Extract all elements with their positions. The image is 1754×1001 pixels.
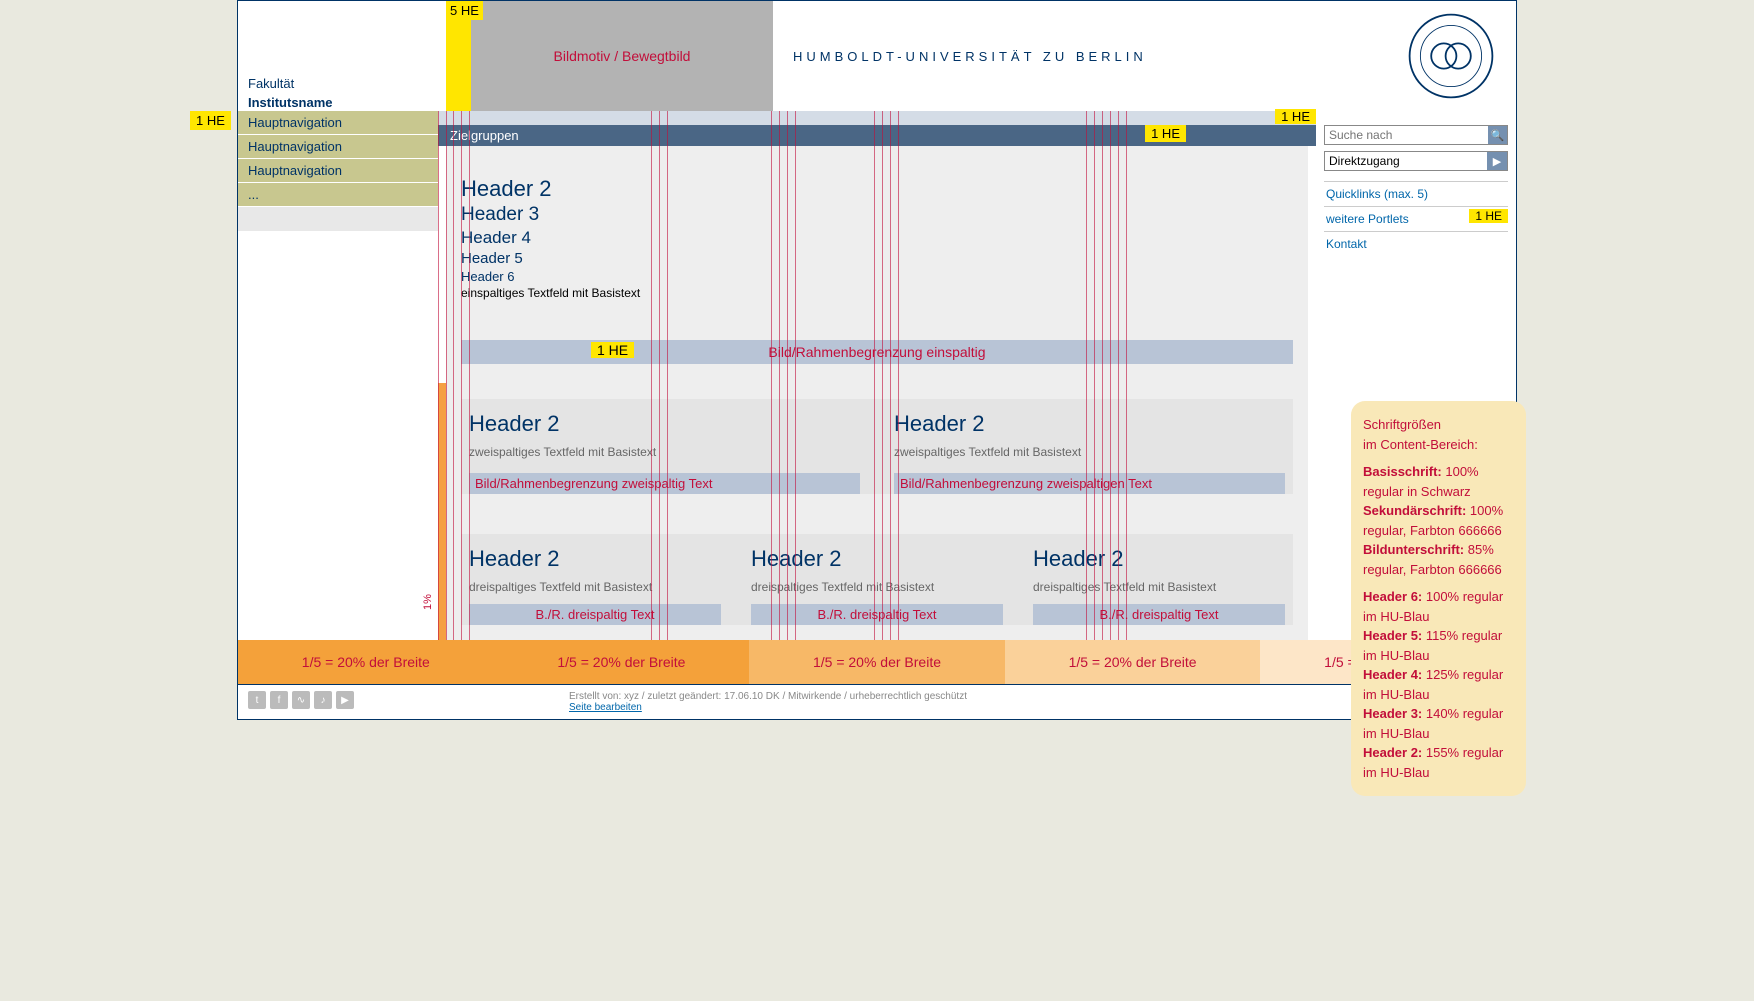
rss-icon[interactable]: ∿ [292, 691, 310, 709]
image-bar-2col: Bild/Rahmenbegrenzung zweispaltig Text [469, 473, 860, 494]
nav-spacer [238, 207, 438, 231]
label-1he-right: 1 HE [1469, 209, 1508, 223]
twitter-icon[interactable]: t [248, 691, 266, 709]
legend-title: Schriftgrößen [1363, 415, 1514, 435]
label-1pct: 1% [422, 594, 434, 610]
image-bar-2col: Bild/Rahmenbegrenzung zweispaltigen Text [894, 473, 1285, 494]
image-bar-3col: B./R. dreispaltig Text [751, 604, 1003, 625]
yellow-5he-bar: 5 HE [446, 1, 471, 111]
nav-item[interactable]: Hauptnavigation [238, 111, 438, 135]
university-name: HUMBOLDT-UNIVERSITÄT ZU BERLIN [793, 49, 1147, 64]
basis-text-2col: zweispaltiges Textfeld mit Basistext [469, 445, 860, 459]
gray-strip: 1 HE [438, 111, 1316, 125]
direct-access[interactable]: Direktzugang ▶ [1324, 151, 1508, 171]
col-3-c: Header 2 dreispaltiges Textfeld mit Basi… [1025, 546, 1293, 625]
header-right: HUMBOLDT-UNIVERSITÄT ZU BERLIN [773, 1, 1516, 111]
footer: t f ∿ ♪ ▶ Erstellt von: xyz / zuletzt ge… [238, 684, 1516, 719]
faculty-link[interactable]: Fakultät [248, 76, 428, 91]
institute-name[interactable]: Institutsname [248, 95, 428, 110]
three-column-block: Header 2 dreispaltiges Textfeld mit Basi… [461, 534, 1293, 625]
header-2: Header 2 [469, 546, 721, 572]
width-segment: 1/5 = 20% der Breite [749, 640, 1005, 684]
youtube-icon[interactable]: ▶ [336, 691, 354, 709]
col-3-a: Header 2 dreispaltiges Textfeld mit Basi… [461, 546, 729, 625]
quicklinks-link[interactable]: Quicklinks (max. 5) [1324, 181, 1508, 206]
basis-text-1col: einspaltiges Textfeld mit Basistext [461, 286, 1293, 300]
header-2: Header 2 [469, 411, 860, 437]
header-4: Header 4 [461, 228, 1293, 248]
col-2-b: Header 2 zweispaltiges Textfeld mit Basi… [886, 411, 1293, 494]
basis-text-2col: zweispaltiges Textfeld mit Basistext [894, 445, 1285, 459]
portlets-label: weitere Portlets [1326, 212, 1409, 226]
zielgruppen-bar[interactable]: Zielgruppen 1 HE [438, 125, 1316, 146]
label-1he-strip: 1 HE [1275, 109, 1316, 124]
facebook-icon[interactable]: f [270, 691, 288, 709]
headers-block: Header 2 Header 3 Header 4 Header 5 Head… [461, 176, 1293, 300]
hero-label: Bildmotiv / Bewegtbild [554, 48, 691, 64]
col-2-a: Header 2 zweispaltiges Textfeld mit Basi… [461, 411, 868, 494]
search-box: 🔍 [1324, 125, 1508, 145]
kontakt-link[interactable]: Kontakt [1324, 231, 1508, 256]
image-bar-1col-label: Bild/Rahmenbegrenzung einspaltig [768, 344, 985, 360]
mid-area: 1 HE Zielgruppen 1 HE 1% Header 2 Header… [438, 111, 1316, 640]
arrow-right-icon[interactable]: ▶ [1487, 152, 1507, 170]
label-1he-left: 1 HE [190, 111, 231, 130]
header-6: Header 6 [461, 269, 1293, 284]
header-5: Header 5 [461, 250, 1293, 267]
legend-title2: im Content-Bereich: [1363, 435, 1514, 455]
hero-image-placeholder: Bildmotiv / Bewegtbild [471, 1, 773, 111]
label-5he: 5 HE [446, 1, 483, 20]
header-2: Header 2 [751, 546, 1003, 572]
basis-text-3col: dreispaltiges Textfeld mit Basistext [469, 580, 721, 594]
label-1he-img1: 1 HE [591, 342, 634, 358]
basis-text-3col: dreispaltiges Textfeld mit Basistext [751, 580, 1003, 594]
search-icon[interactable]: 🔍 [1488, 126, 1507, 144]
basis-text-3col: dreispaltiges Textfeld mit Basistext [1033, 580, 1285, 594]
search-input[interactable] [1325, 126, 1488, 144]
font-size-legend: Schriftgrößen im Content-Bereich: Basiss… [1351, 401, 1526, 796]
header: Fakultät Institutsname 5 HE Bildmotiv / … [238, 1, 1516, 111]
direct-label: Direktzugang [1325, 152, 1487, 170]
image-bar-3col: B./R. dreispaltig Text [1033, 604, 1285, 625]
content-pane: Header 2 Header 3 Header 4 Header 5 Head… [446, 146, 1308, 640]
header-2: Header 2 [894, 411, 1285, 437]
nav-item[interactable]: ... [238, 183, 438, 207]
two-column-block: Header 2 zweispaltiges Textfeld mit Basi… [461, 399, 1293, 494]
width-strip: 1/5 = 20% der Breite1/5 = 20% der Breite… [238, 640, 1516, 684]
col-3-b: Header 2 dreispaltiges Textfeld mit Basi… [743, 546, 1011, 625]
page-wrapper: 1 Höheneinheit Gelb = 1 HE Fakultät Inst… [237, 0, 1517, 720]
university-seal-icon [1406, 11, 1496, 101]
main-grid: 1 HE Hauptnavigation Hauptnavigation Hau… [238, 111, 1516, 640]
width-segment: 1/5 = 20% der Breite [494, 640, 750, 684]
nav-item[interactable]: Hauptnavigation [238, 135, 438, 159]
nav-item[interactable]: Hauptnavigation [238, 159, 438, 183]
edit-page-link[interactable]: Seite bearbeiten [569, 702, 642, 713]
width-segment: 1/5 = 20% der Breite [238, 640, 494, 684]
portlets-link[interactable]: weitere Portlets 1 HE [1324, 206, 1508, 231]
image-bar-3col: B./R. dreispaltig Text [469, 604, 721, 625]
left-nav: 1 HE Hauptnavigation Hauptnavigation Hau… [238, 111, 438, 640]
orange-1pct-bar: 1% [438, 383, 446, 640]
header-2: Header 2 [461, 176, 1293, 202]
image-bar-1col: 1 HE Bild/Rahmenbegrenzung einspaltig [461, 340, 1293, 364]
header-left: Fakultät Institutsname [238, 1, 438, 111]
social-icons: t f ∿ ♪ ▶ [248, 691, 354, 709]
header-2: Header 2 [1033, 546, 1285, 572]
zielgruppen-label: Zielgruppen [450, 128, 519, 143]
width-segment: 1/5 = 20% der Breite [1005, 640, 1261, 684]
itunes-icon[interactable]: ♪ [314, 691, 332, 709]
header-3: Header 3 [461, 204, 1293, 226]
label-1he-ziel: 1 HE [1145, 125, 1186, 142]
